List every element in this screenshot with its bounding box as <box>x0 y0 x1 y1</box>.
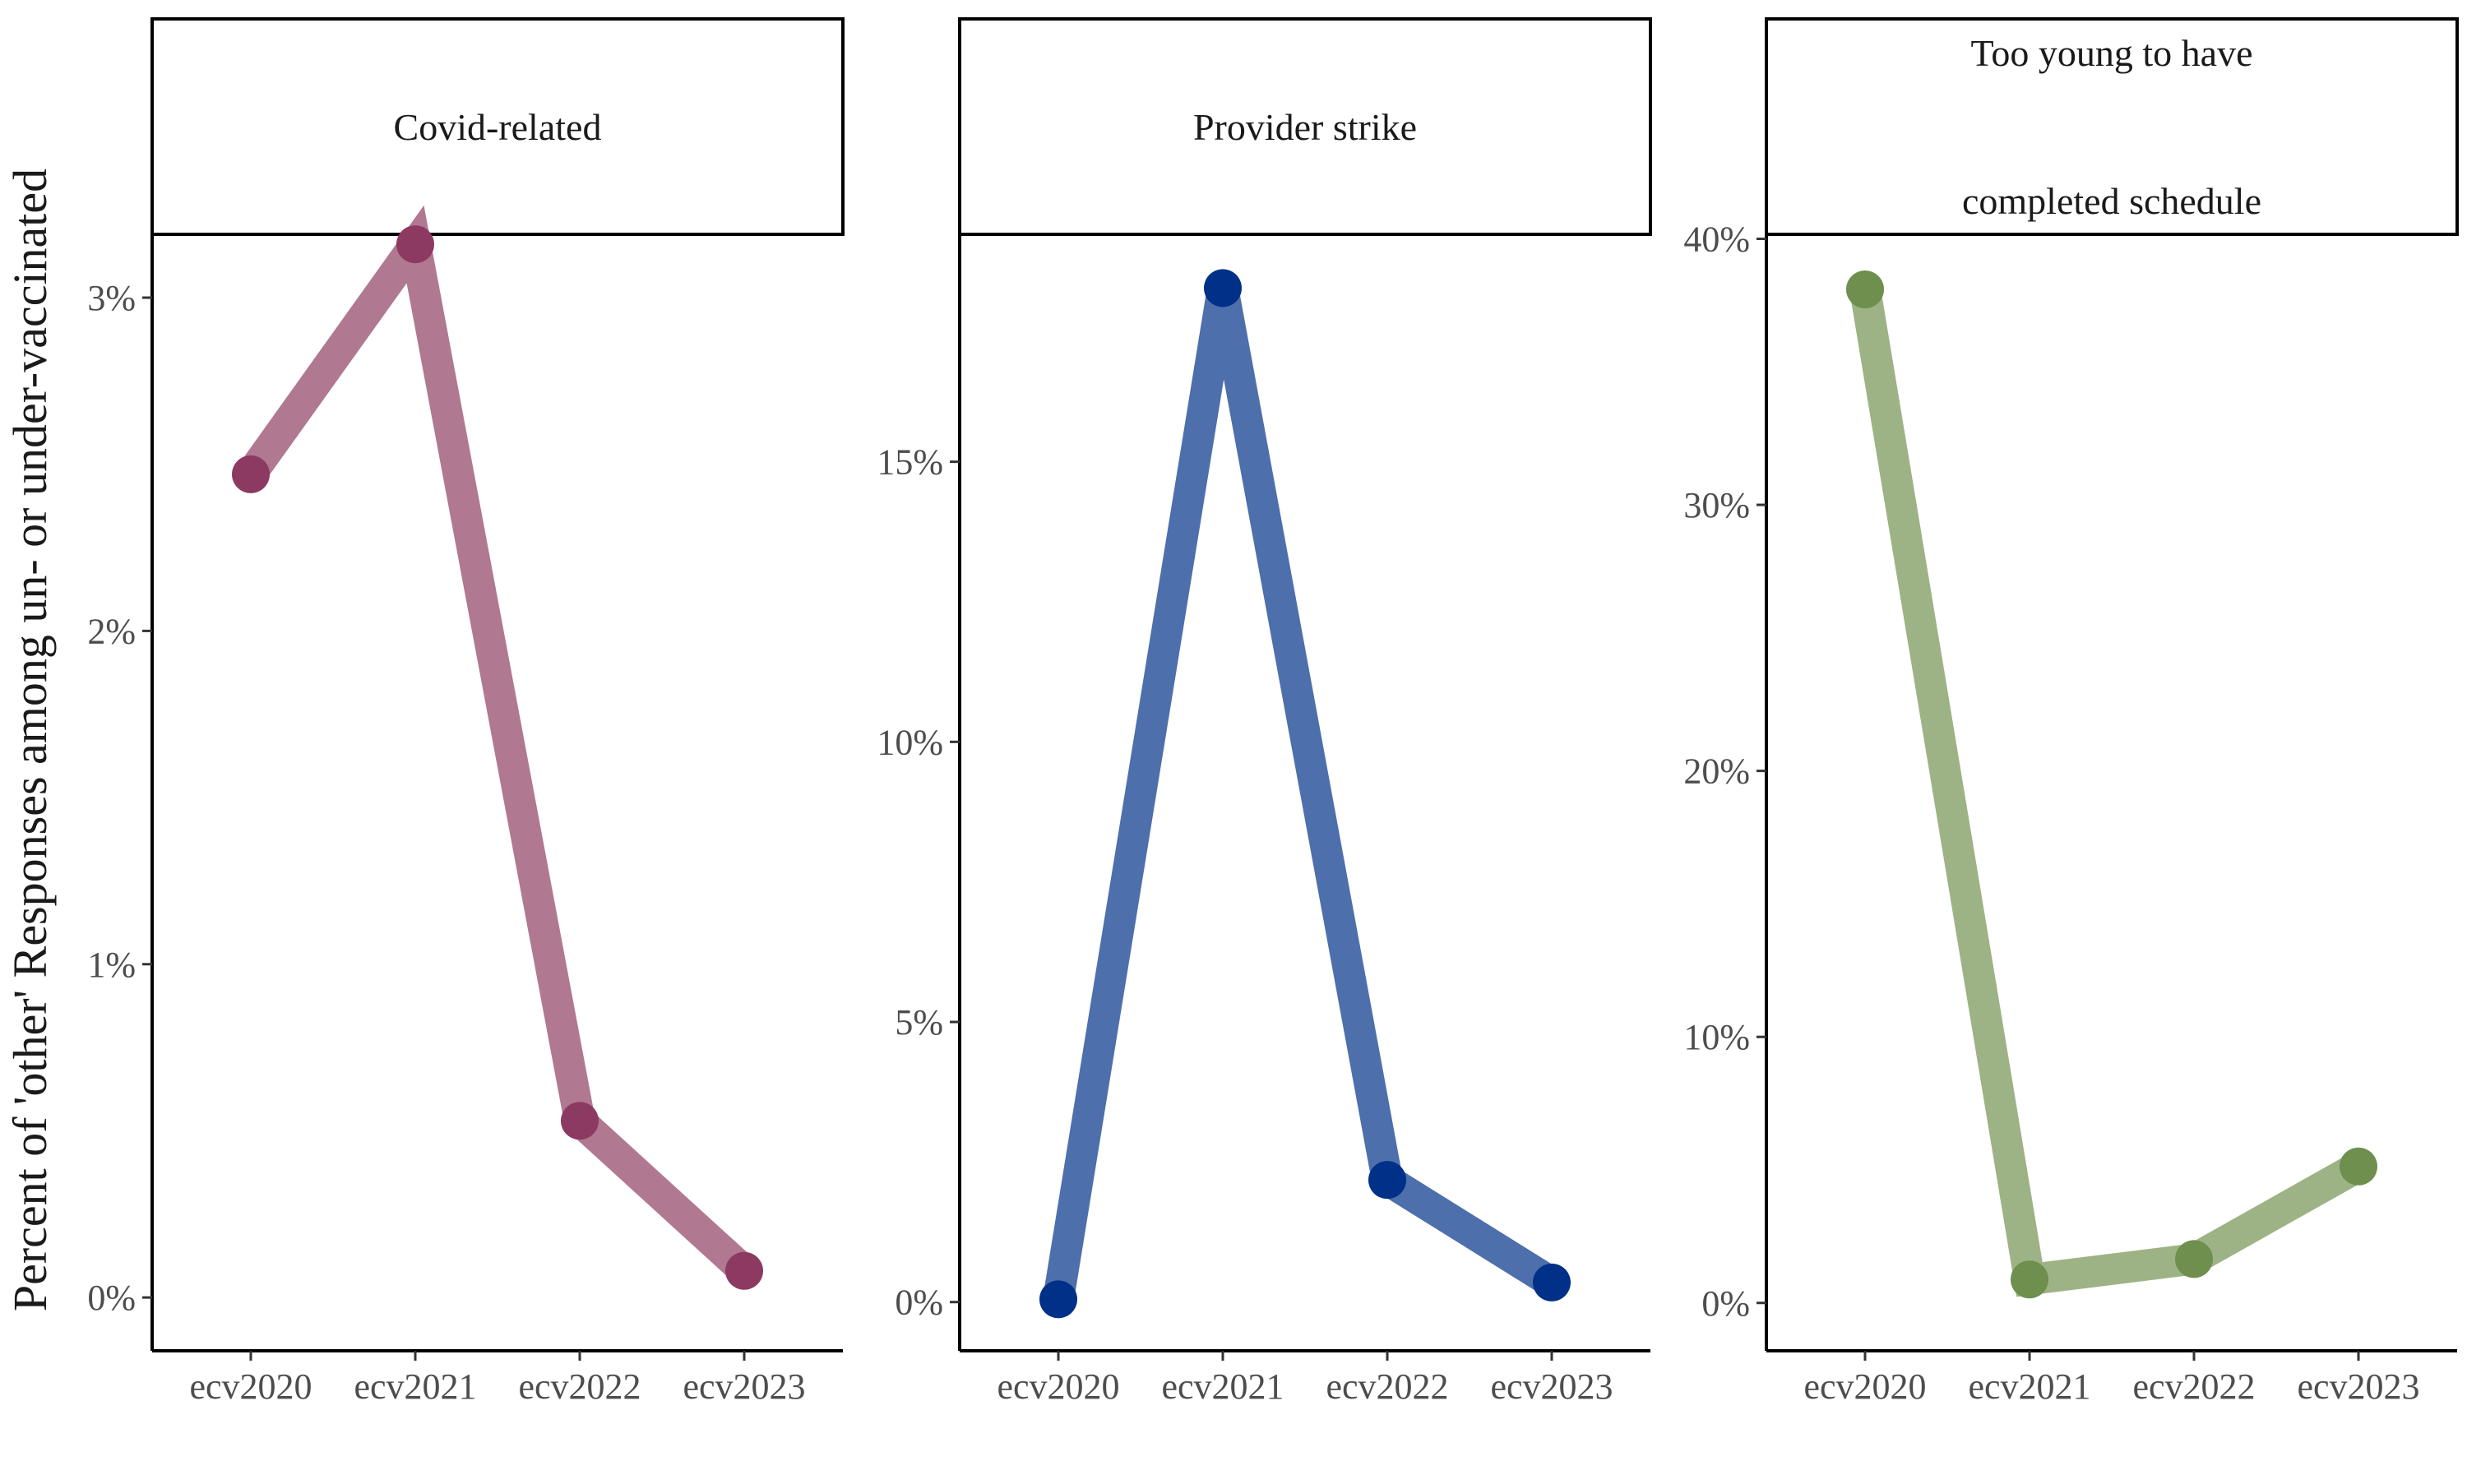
facet-strip <box>150 17 845 236</box>
data-point <box>1533 1263 1571 1301</box>
data-point <box>2175 1240 2213 1278</box>
series-line <box>1849 286 2367 1297</box>
y-tick-label: 5% <box>895 1002 943 1042</box>
data-point <box>561 1102 599 1140</box>
data-point <box>1039 1280 1077 1319</box>
x-tick-label: ecv2023 <box>683 1366 805 1407</box>
y-tick-label: 10% <box>1683 1017 1750 1057</box>
y-tick-label: 0% <box>895 1283 943 1323</box>
facet-strip <box>958 17 1652 236</box>
facet-strip-label: Too young to have <box>1970 32 2252 74</box>
facet-strip <box>1765 17 2459 236</box>
data-point <box>2011 1260 2048 1299</box>
y-tick-label: 20% <box>1683 751 1750 792</box>
facet-panel-2: Provider strike 0% 5% 10% 15% ecv2020 ecv2021 e… <box>877 17 1652 1407</box>
x-tick-label: ecv2023 <box>1490 1366 1613 1407</box>
series-line <box>1043 284 1561 1302</box>
facet-strip-label: Provider strike <box>1193 106 1417 148</box>
data-point <box>232 455 270 493</box>
x-tick-label: ecv2022 <box>518 1366 641 1407</box>
y-tick-label: 2% <box>87 611 136 651</box>
series-line <box>238 205 755 1283</box>
y-tick-label: 1% <box>87 945 136 985</box>
facet-strip-label: Covid-related <box>394 106 602 148</box>
y-tick-label: 30% <box>1683 485 1750 525</box>
x-tick-label: ecv2022 <box>1326 1366 1448 1407</box>
x-tick-label: ecv2022 <box>2132 1366 2255 1407</box>
x-tick-label: ecv2023 <box>2297 1366 2419 1407</box>
x-tick-label: ecv2020 <box>189 1366 312 1407</box>
x-tick-label: ecv2020 <box>997 1366 1119 1407</box>
y-tick-label: 10% <box>877 722 943 762</box>
y-axis-title: Percent of 'other' Responses among un- o… <box>3 169 57 1311</box>
x-tick-label: ecv2021 <box>1161 1366 1284 1407</box>
data-point <box>1368 1161 1406 1200</box>
data-point <box>725 1251 763 1290</box>
data-point <box>396 225 434 264</box>
facet-panels: Covid-related 0% 1% 2% 3% ecv2020 ecv2021 ecv20… <box>87 17 2459 1407</box>
y-tick-label: 40% <box>1683 220 1750 260</box>
data-point <box>1204 269 1242 307</box>
facet-panel-3: Too young to have completed schedule 0% 10%… <box>1683 17 2459 1407</box>
x-tick-label: ecv2021 <box>1968 1366 2090 1407</box>
facet-strip-label: completed schedule <box>1962 180 2261 222</box>
y-tick-label: 15% <box>877 442 943 483</box>
x-tick-label: ecv2021 <box>354 1366 476 1407</box>
y-tick-label: 0% <box>87 1278 136 1318</box>
x-tick-label: ecv2020 <box>1803 1366 1926 1407</box>
data-point <box>1846 270 1884 308</box>
y-tick-label: 0% <box>1701 1283 1750 1324</box>
y-tick-label: 3% <box>87 278 136 318</box>
data-point <box>2340 1147 2377 1186</box>
facet-panel-1: Covid-related 0% 1% 2% 3% ecv2020 ecv2021 ecv20… <box>87 17 845 1407</box>
